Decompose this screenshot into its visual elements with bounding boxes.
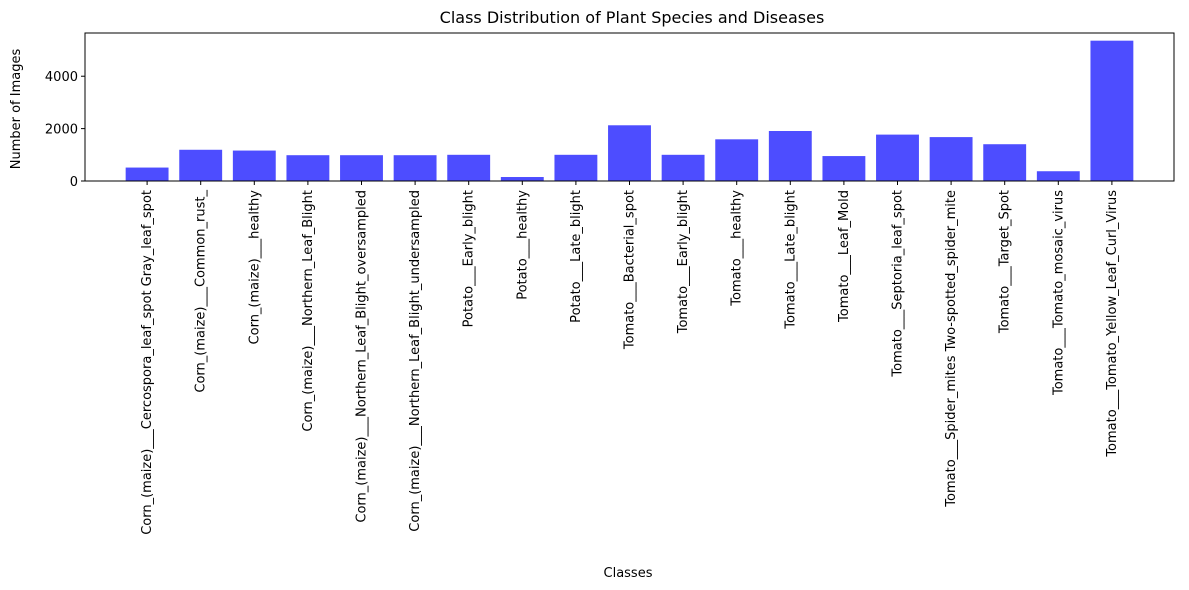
x-tick-label: Corn_(maize)___Northern_Leaf_Blight — [301, 190, 316, 432]
x-tick-label: Tomato___Target_Spot — [998, 190, 1013, 334]
x-tick-label: Tomato___Tomato_mosaic_virus — [1051, 190, 1066, 396]
plot-frame — [84, 32, 1175, 182]
x-tick-label: Tomato___Leaf_Mold — [837, 190, 852, 323]
x-tick-label: Tomato___Bacterial_spot — [623, 190, 638, 350]
x-axis-label: Classes — [604, 566, 653, 581]
bar — [393, 155, 437, 181]
bar — [715, 139, 759, 181]
x-tick-label: Tomato___Tomato_Yellow_Leaf_Curl_Virus — [1105, 190, 1120, 458]
x-tick-label: Corn_(maize)___Northern_Leaf_Blight_over… — [355, 190, 370, 523]
bar — [500, 177, 544, 181]
bar — [1036, 171, 1080, 181]
bar — [554, 154, 598, 181]
y-tick-label: 0 — [70, 175, 78, 190]
x-tick-label: Corn_(maize)___healthy — [247, 190, 262, 345]
bar — [286, 155, 330, 181]
x-tick-label: Potato___healthy — [515, 190, 530, 300]
x-tick-label: Corn_(maize)___Common_rust_ — [194, 190, 209, 393]
y-axis-ticks: 0 2000 4000 — [45, 70, 85, 190]
bar — [929, 137, 973, 181]
x-tick-label: Tomato___Late_blight — [783, 190, 798, 330]
x-tick-label: Potato___Early_blight — [462, 190, 477, 327]
x-tick-label: Potato___Late_blight — [569, 190, 584, 323]
bar — [125, 167, 169, 181]
bar — [822, 156, 866, 181]
x-tick-label: Tomato___healthy — [730, 190, 745, 307]
bars-group — [125, 40, 1134, 181]
chart-title: Class Distribution of Plant Species and … — [440, 8, 825, 27]
x-tick-label: Tomato___Spider_mites Two-spotted_spider… — [944, 190, 959, 508]
x-axis-ticks: Corn_(maize)___Cercospora_leaf_spot Gray… — [140, 181, 1120, 535]
bar — [661, 154, 705, 181]
y-tick-label: 2000 — [45, 123, 78, 138]
x-tick-label: Corn_(maize)___Cercospora_leaf_spot Gray… — [140, 190, 155, 535]
bar — [876, 134, 919, 181]
bar — [232, 150, 276, 181]
bar — [447, 154, 491, 181]
x-tick-label: Tomato___Septoria_leaf_spot — [891, 190, 906, 378]
x-tick-label: Tomato___Early_blight — [676, 190, 691, 334]
y-tick-label: 4000 — [45, 70, 78, 85]
bar — [179, 149, 223, 181]
bar — [608, 125, 651, 181]
y-axis-label: Number of Images — [9, 49, 24, 170]
x-tick-label: Corn_(maize)___Northern_Leaf_Blight_unde… — [408, 190, 423, 532]
bar — [768, 130, 812, 181]
bar — [983, 144, 1027, 181]
bar — [1090, 40, 1134, 181]
bar — [340, 155, 383, 181]
